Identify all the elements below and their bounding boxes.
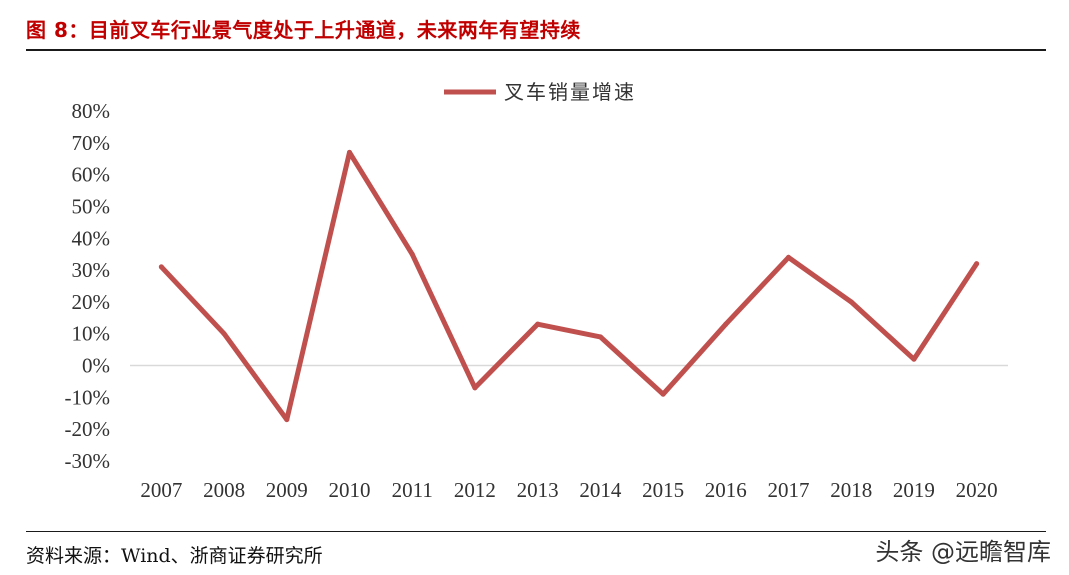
data-point xyxy=(597,334,603,340)
source-note: 资料来源：Wind、浙商证券研究所 xyxy=(26,545,323,567)
figure-title: 图 8：目前叉车行业景气度处于上升通道，未来两年有望持续 xyxy=(26,18,581,42)
series-line xyxy=(158,149,980,423)
data-point xyxy=(535,321,541,327)
x-tick-label: 2008 xyxy=(203,478,245,502)
data-point xyxy=(660,391,666,397)
y-tick-label: 10% xyxy=(72,322,111,346)
y-tick-label: 0% xyxy=(82,354,110,378)
data-point xyxy=(848,299,854,305)
line-chart: 叉车销量增速 80% 70% 60% 50% 40% 30% 20% 10% 0% -10% -20… xyxy=(65,80,1008,502)
x-tick-label: 2016 xyxy=(705,478,747,502)
data-point xyxy=(347,149,352,155)
x-tick-label: 2009 xyxy=(266,478,308,502)
y-tick-label: 60% xyxy=(72,163,111,187)
title-rule xyxy=(26,49,1046,51)
x-tick-label: 2014 xyxy=(579,478,622,502)
x-tick-label: 2011 xyxy=(392,478,433,502)
legend-label: 叉车销量增速 xyxy=(504,80,636,104)
data-point xyxy=(221,331,227,337)
plot-area xyxy=(130,149,1008,423)
data-point xyxy=(284,417,290,423)
y-tick-label: -10% xyxy=(65,385,111,409)
chart-legend: 叉车销量增速 xyxy=(444,80,636,104)
data-point xyxy=(158,264,164,270)
x-tick-label: 2012 xyxy=(454,478,496,502)
x-tick-label: 2015 xyxy=(642,478,684,502)
x-tick-label: 2017 xyxy=(768,478,810,502)
y-tick-label: -20% xyxy=(65,417,111,441)
source-rule xyxy=(26,531,1046,532)
data-point xyxy=(786,254,791,260)
data-point xyxy=(974,261,980,267)
y-tick-label: 30% xyxy=(72,258,111,282)
data-point xyxy=(472,385,478,391)
x-tick-label: 2013 xyxy=(517,478,559,502)
x-tick-label: 2007 xyxy=(140,478,182,502)
x-tick-label: 2010 xyxy=(329,478,371,502)
y-axis: 80% 70% 60% 50% 40% 30% 20% 10% 0% -10% -20% -30% xyxy=(65,99,111,473)
y-tick-label: 20% xyxy=(72,290,111,314)
y-tick-label: -30% xyxy=(65,449,111,473)
x-tick-label: 2019 xyxy=(893,478,935,502)
y-tick-label: 40% xyxy=(72,226,111,250)
data-point xyxy=(409,251,415,257)
y-tick-label: 50% xyxy=(72,194,111,218)
y-tick-label: 80% xyxy=(72,99,111,123)
data-point xyxy=(723,321,729,327)
x-axis: 2007 2008 2009 2010 2011 2012 2013 2014 2015 2016… xyxy=(140,478,997,502)
x-tick-label: 2018 xyxy=(830,478,872,502)
watermark: 头条 @远瞻智库 xyxy=(875,538,1051,566)
x-tick-label: 2020 xyxy=(956,478,998,502)
y-tick-label: 70% xyxy=(72,131,111,155)
data-point xyxy=(911,356,917,362)
